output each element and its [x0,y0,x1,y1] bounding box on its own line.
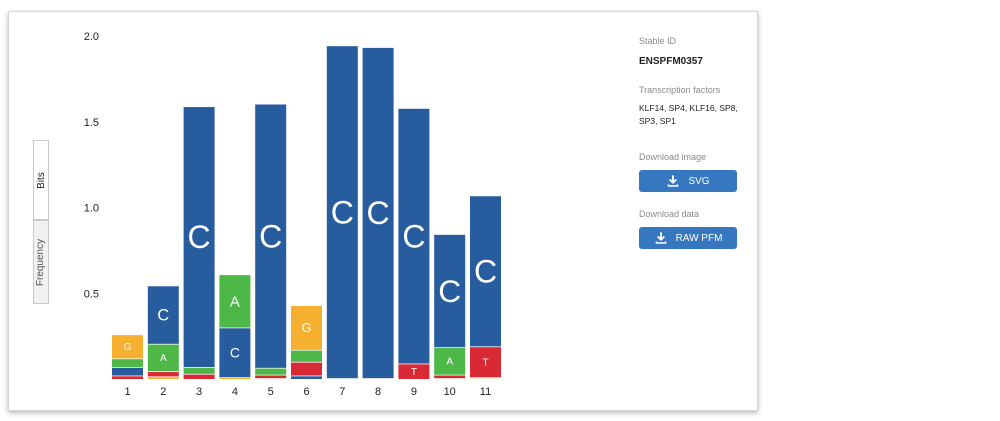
sequence-logo-chart: 0.5 1.0 1.5 2.0 G 1 A C 2 C 3 C A 4 C 5 G 6 C 7 C 8 T C 9 A C 10 T C 1… [84,31,501,398]
segment-gap [470,194,501,197]
bar-segment-A [183,366,215,374]
bar-segment-C [183,106,215,367]
tab-frequency-label: Frequency [35,238,47,286]
bar-segment-A [434,347,466,375]
segment-gap [362,46,394,48]
bar-segment-C [147,285,179,344]
segment-gap [112,333,143,336]
bar-segment-C [398,108,430,364]
letter-label: C [402,218,425,254]
download-icon [655,232,666,244]
download-raw-pfm-button[interactable]: RAW PFM [639,227,737,249]
bar-segment-T [183,373,215,379]
bar-segment-A [219,274,251,328]
bar-segment-C [470,195,501,347]
segment-gap [291,304,322,307]
segment-gap [434,233,466,235]
bar-segment-C [434,234,466,348]
x-tick-label: 7 [339,386,345,398]
segment-gap [326,44,358,47]
download-raw-pfm-label: RAW PFM [675,232,723,244]
x-tick-label: 4 [232,386,238,398]
stable-id-value: ENSPFM0357 [639,56,703,67]
bar-segment-C [112,366,143,376]
bar-segment-T [470,346,501,378]
view-toggle: Bits Frequency [33,140,49,304]
bar-segment-A [291,349,322,362]
bar-segment-G [112,334,143,359]
bar-segment-C [362,47,394,379]
stable-id-label: Stable ID [639,36,677,46]
x-tick-label: 5 [268,386,274,398]
letter-label: C [438,273,461,309]
tab-bits-label: Bits [35,171,47,189]
letter-label: A [160,353,167,364]
segment-gap [183,105,215,108]
y-tick-label: 0.5 [84,288,99,300]
x-tick-label: 6 [303,386,309,398]
letter-label: C [157,307,169,325]
letter-label: G [302,321,312,335]
x-tick-label: 2 [160,386,166,398]
bar-segment-G [291,305,322,350]
letter-label: C [367,195,390,231]
letter-label: T [482,357,488,368]
transcription-factors-list: KLF14, SP4, KLF16, SP8, SP3, SP1 [639,102,751,127]
download-image-label: Download image [639,152,707,162]
letter-label: A [230,294,240,310]
letter-label: C [331,194,354,230]
transcription-factors-label: Transcription factors [639,85,721,95]
bar-segment-A [112,358,143,367]
letter-label: G [124,342,132,353]
segment-gap [183,373,215,375]
letter-label: C [259,218,282,254]
segment-gap [398,107,430,109]
download-svg-button[interactable]: SVG [639,170,737,192]
y-tick-label: 2.0 [84,31,99,43]
bar-segment-T [112,375,143,379]
x-tick-label: 9 [411,386,417,398]
bar-segment-C [291,375,322,379]
bar-segment-T [398,363,430,379]
download-data-label: Download data [639,209,700,219]
download-icon [668,175,679,187]
bar-segment-G [147,376,179,379]
tab-bits[interactable]: Bits [33,140,49,220]
bar-segment-A [147,343,179,372]
y-tick-label: 1.0 [84,203,99,215]
bar-segment-T [147,371,179,377]
segment-gap [219,376,251,379]
bar-segment-G [219,377,251,379]
x-tick-label: 8 [375,386,381,398]
segment-gap [255,102,287,105]
bar-segment-C [326,45,358,379]
bar-segment-T [434,374,466,379]
letter-label: C [230,344,240,360]
bar-segment-A [255,367,287,375]
y-tick-label: 1.5 [84,117,99,129]
letter-label: C [474,253,497,289]
download-svg-label: SVG [688,175,710,187]
bar-segment-T [291,361,322,376]
x-tick-label: 3 [196,386,202,398]
x-tick-label: 1 [124,386,130,398]
motif-panel: Bits Frequency 0.5 1.0 1.5 2.0 G 1 A C 2 C 3 C A 4 C 5 G… [8,11,758,411]
bar-segment-T [255,374,287,379]
transcription-factors-line: SP3, SP1 [639,115,676,126]
tab-frequency[interactable]: Frequency [33,220,49,304]
letter-label: C [188,219,211,255]
bar-segment-C [255,103,287,368]
letter-label: A [446,357,453,368]
segment-gap [219,273,251,276]
x-tick-label: 11 [480,386,491,398]
transcription-factors-line: KLF14, SP4, KLF16, SP8, [639,103,738,113]
letter-label: T [411,367,417,378]
bar-segment-C [219,327,251,378]
segment-gap [147,284,179,287]
segment-gap [470,345,501,348]
segment-gap [255,367,287,369]
x-tick-label: 10 [444,386,456,398]
